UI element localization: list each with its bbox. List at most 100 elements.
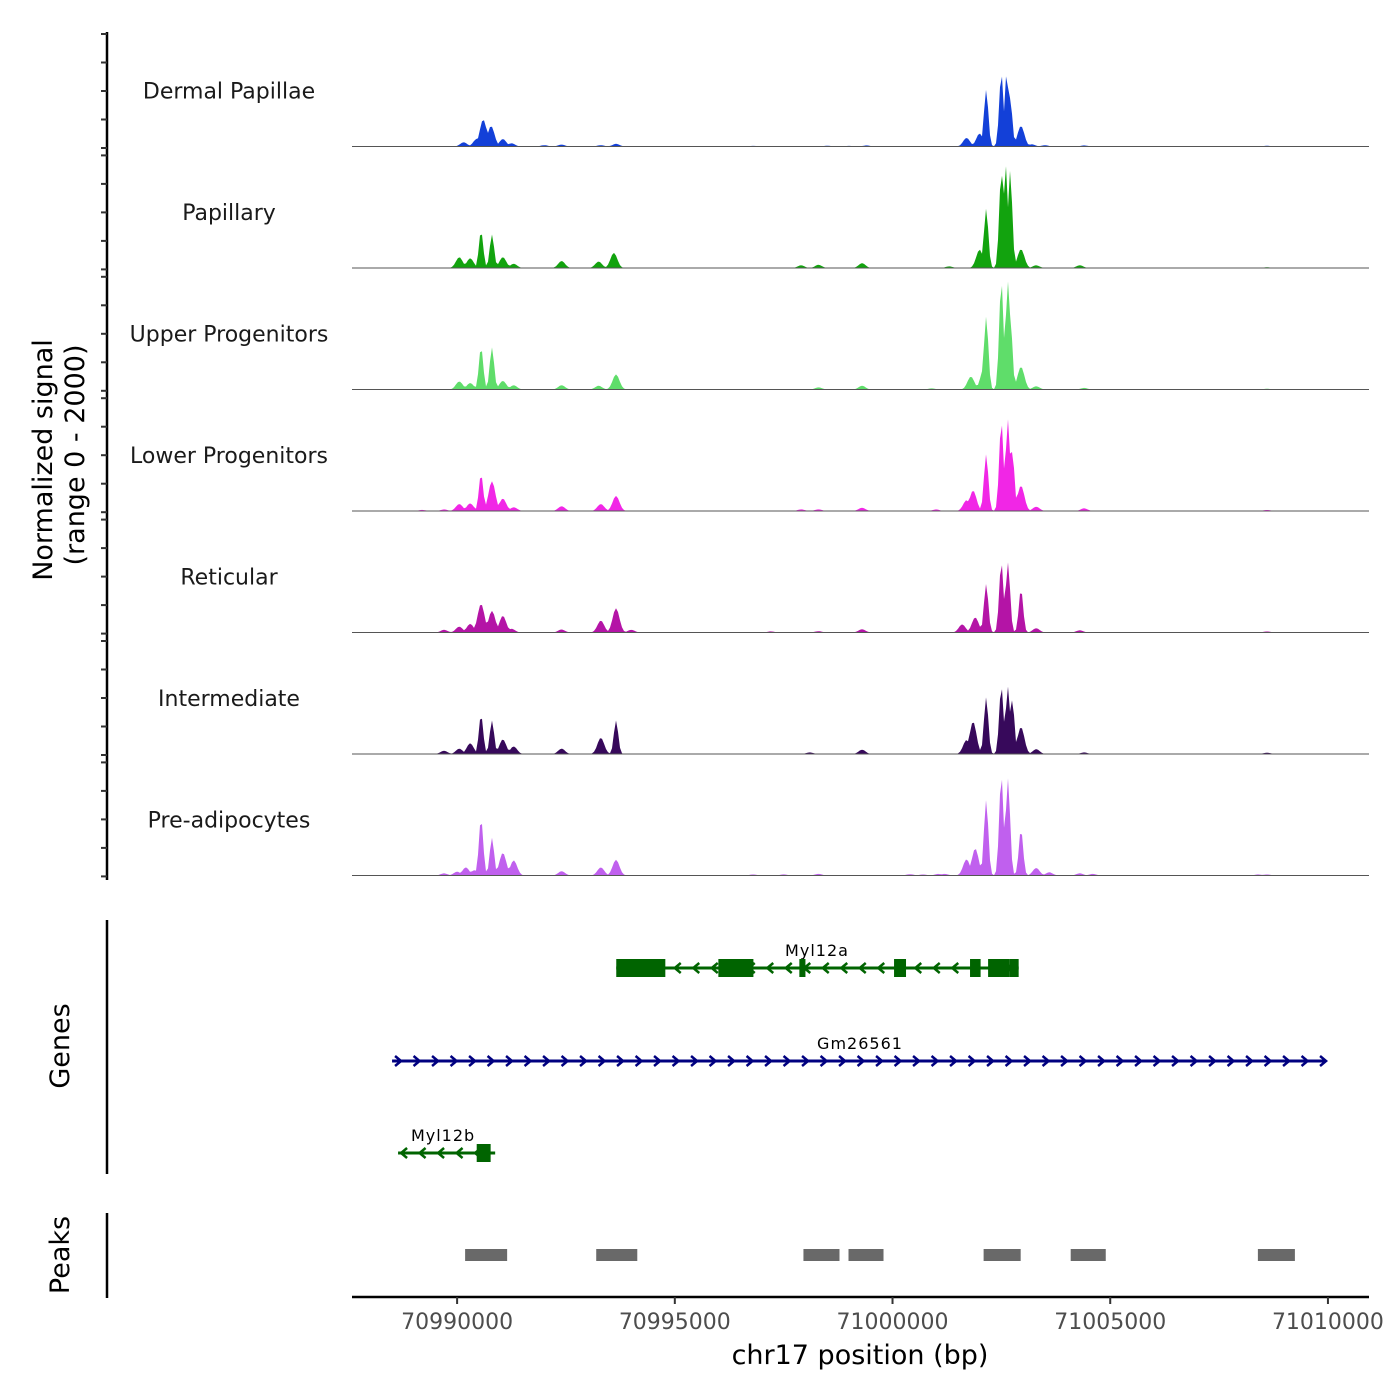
x-tick-label: 71010000 xyxy=(1272,1310,1384,1335)
chevron-right-icon xyxy=(579,1055,589,1067)
chevron-right-icon xyxy=(653,1055,663,1067)
chevron-left-icon xyxy=(691,962,701,974)
peak-region xyxy=(596,1249,638,1261)
gene-exon xyxy=(799,959,806,977)
chevron-right-icon xyxy=(1300,1055,1310,1067)
coverage-track: Intermediate xyxy=(158,686,1369,755)
gene-exon xyxy=(476,1144,491,1162)
gene-label: Myl12a xyxy=(785,941,849,960)
chevron-left-icon xyxy=(931,962,941,974)
gene-exon xyxy=(1009,959,1019,977)
y-axis-title-line2: (range 0 - 2000) xyxy=(60,345,91,566)
x-axis-title: chr17 position (bp) xyxy=(732,1340,989,1371)
coverage-area xyxy=(352,778,1369,876)
chevron-right-icon xyxy=(819,1055,829,1067)
coverage-area xyxy=(352,166,1369,268)
gene-exon xyxy=(718,959,754,977)
chevron-right-icon xyxy=(449,1055,459,1067)
chevron-left-icon xyxy=(399,1147,408,1159)
coverage-tracks: Dermal Papillae Papillary Upper Progenitor… xyxy=(130,76,1369,876)
track-label: Upper Progenitors xyxy=(130,323,329,348)
track-label: Pre-adipocytes xyxy=(148,809,311,834)
track-label: Dermal Papillae xyxy=(143,80,315,105)
gene-model: Myl12a xyxy=(616,941,1019,977)
gene-label: Gm26561 xyxy=(817,1034,903,1053)
coverage-area xyxy=(352,686,1369,754)
coverage-track: Reticular xyxy=(180,562,1369,633)
peak-region xyxy=(1257,1249,1295,1261)
chevron-right-icon xyxy=(1004,1055,1014,1067)
track-label: Lower Progenitors xyxy=(130,444,328,469)
chevron-left-icon xyxy=(857,962,867,974)
gene-exon xyxy=(616,959,666,977)
chevron-right-icon xyxy=(912,1055,922,1067)
chevron-left-icon xyxy=(820,962,830,974)
chevron-left-icon xyxy=(454,1147,464,1159)
chevron-right-icon xyxy=(838,1055,848,1067)
gene-model: Gm26561 xyxy=(392,1034,1329,1067)
chevron-right-icon xyxy=(893,1055,903,1067)
coverage-track: Lower Progenitors xyxy=(130,419,1369,512)
chevron-right-icon xyxy=(523,1055,533,1067)
chevron-right-icon xyxy=(1023,1055,1033,1067)
chevron-right-icon xyxy=(560,1055,570,1067)
genes-track: Myl12a Gm26561 Myl12b xyxy=(392,941,1329,1162)
chevron-right-icon xyxy=(1078,1055,1088,1067)
x-tick-label: 71000000 xyxy=(837,1310,949,1335)
chevron-right-icon xyxy=(1060,1055,1070,1067)
chevron-left-icon xyxy=(765,962,775,974)
chevron-right-icon xyxy=(412,1055,422,1067)
genes-panel-title: Genes xyxy=(45,1003,76,1088)
chevron-right-icon xyxy=(782,1055,792,1067)
x-tick-label: 70990000 xyxy=(401,1310,513,1335)
chevron-left-icon xyxy=(839,962,849,974)
peak-region xyxy=(983,1249,1021,1261)
coverage-y-axis xyxy=(101,32,109,880)
chevron-right-icon xyxy=(1097,1055,1107,1067)
chevron-left-icon xyxy=(783,962,793,974)
chevron-right-icon xyxy=(431,1055,441,1067)
chevron-right-icon xyxy=(616,1055,626,1067)
chevron-right-icon xyxy=(634,1055,644,1067)
chevron-right-icon xyxy=(1319,1055,1329,1067)
chevron-left-icon xyxy=(672,962,682,974)
coverage-area xyxy=(352,419,1369,511)
gene-model: Myl12b xyxy=(398,1126,496,1162)
chevron-right-icon xyxy=(690,1055,700,1067)
peak-region xyxy=(465,1249,508,1261)
gene-exon xyxy=(970,959,981,977)
gene-label: Myl12b xyxy=(411,1126,475,1145)
peak-region xyxy=(1070,1249,1106,1261)
chevron-right-icon xyxy=(801,1055,811,1067)
chevron-right-icon xyxy=(1152,1055,1162,1067)
x-axis-ticks: 70990000 70995000 71000000 71005000 71010000 xyxy=(401,1297,1384,1335)
coverage-track: Dermal Papillae xyxy=(143,76,1369,147)
chevron-left-icon xyxy=(876,962,886,974)
chevron-right-icon xyxy=(745,1055,755,1067)
chevron-right-icon xyxy=(949,1055,959,1067)
chevron-right-icon xyxy=(1226,1055,1236,1067)
coverage-track: Papillary xyxy=(182,166,1369,269)
chevron-left-icon xyxy=(709,962,719,974)
chevron-right-icon xyxy=(930,1055,940,1067)
chevron-right-icon xyxy=(1245,1055,1255,1067)
y-axis-title: Normalized signal (range 0 - 2000) xyxy=(28,339,91,581)
chevron-left-icon xyxy=(913,962,923,974)
gene-exon xyxy=(988,959,1010,977)
track-label: Intermediate xyxy=(158,687,300,712)
chevron-left-icon xyxy=(417,1147,427,1159)
track-label: Reticular xyxy=(180,566,278,591)
chevron-right-icon xyxy=(1041,1055,1051,1067)
chevron-right-icon xyxy=(1208,1055,1218,1067)
peak-region xyxy=(803,1249,840,1261)
chevron-right-icon xyxy=(1115,1055,1125,1067)
chevron-right-icon xyxy=(1134,1055,1144,1067)
x-tick-label: 71005000 xyxy=(1054,1310,1166,1335)
chevron-right-icon xyxy=(1189,1055,1199,1067)
chevron-right-icon xyxy=(486,1055,496,1067)
chevron-right-icon xyxy=(505,1055,515,1067)
peaks-panel-title: Peaks xyxy=(45,1216,76,1294)
chevron-right-icon xyxy=(764,1055,774,1067)
chevron-right-icon xyxy=(1282,1055,1292,1067)
